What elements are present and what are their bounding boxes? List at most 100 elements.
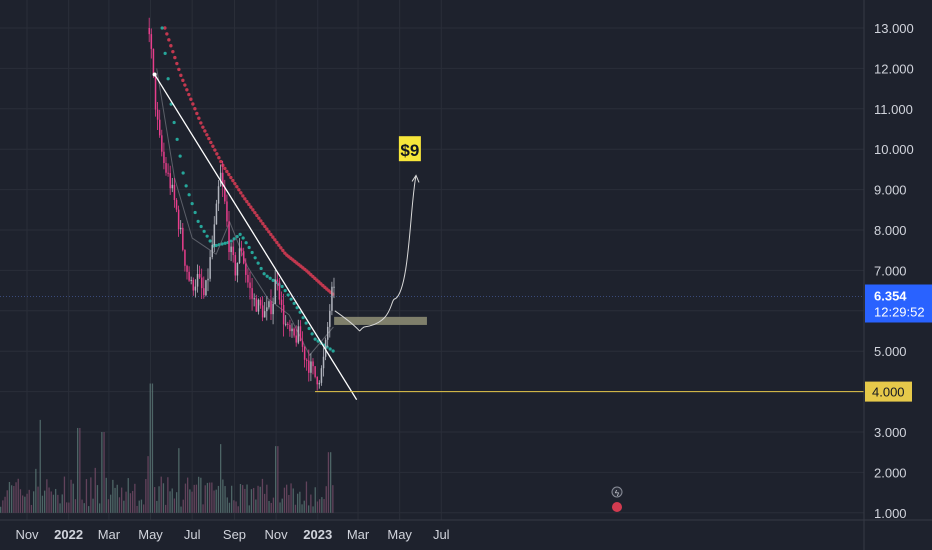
volume-bar xyxy=(140,499,143,513)
moving-average-red xyxy=(235,185,239,189)
volume-bar xyxy=(198,476,200,513)
moving-average-red xyxy=(173,55,177,60)
candle xyxy=(175,200,178,210)
moving-average-red xyxy=(197,116,201,120)
candle xyxy=(316,376,318,385)
volume-bar xyxy=(96,485,99,513)
candle xyxy=(301,341,304,347)
candle xyxy=(276,279,279,282)
moving-average-red xyxy=(193,107,197,111)
candle xyxy=(232,246,234,256)
volume-bar xyxy=(127,478,129,513)
volume-bar xyxy=(275,446,277,513)
candle xyxy=(314,366,316,377)
volume-bar xyxy=(319,499,321,513)
moving-average-teal xyxy=(331,349,335,353)
volume-bar xyxy=(125,491,127,513)
moving-average-teal xyxy=(316,339,320,343)
candle xyxy=(251,288,253,299)
moving-average-teal xyxy=(253,256,257,260)
candle xyxy=(293,328,295,336)
volume-bar xyxy=(191,491,193,513)
candle xyxy=(240,248,243,252)
candle xyxy=(287,323,289,325)
volume-bar xyxy=(149,383,151,513)
candle xyxy=(297,326,300,343)
moving-average-red xyxy=(217,155,221,160)
volume-bar xyxy=(176,492,178,513)
y-tick-label: 12.000 xyxy=(874,61,914,76)
volume-bar xyxy=(46,479,48,513)
volume-bar xyxy=(77,427,79,513)
candle xyxy=(299,326,302,342)
moving-average-teal xyxy=(196,219,200,224)
volume-bar xyxy=(299,491,301,513)
x-tick-label: 2022 xyxy=(54,527,83,542)
candle xyxy=(303,346,306,360)
volume-bar xyxy=(228,502,231,513)
candle xyxy=(280,299,283,306)
volume-bar xyxy=(66,502,68,513)
volume-bar xyxy=(233,500,235,513)
candle xyxy=(236,262,239,276)
trendline xyxy=(154,74,358,401)
volume-bar xyxy=(138,500,140,513)
moving-average-red xyxy=(223,166,227,171)
volume-bar xyxy=(103,432,105,513)
candle xyxy=(226,201,228,222)
volume-bar xyxy=(61,494,63,513)
volume-bar xyxy=(90,477,92,513)
candle xyxy=(266,307,268,312)
price-axis[interactable]: 13.000 12.000 11.000 10.000 9.000 8.000 7.000 6… xyxy=(863,0,914,550)
volume-bar xyxy=(310,494,312,513)
lightning-icon-glyph: ϟ xyxy=(615,489,620,498)
volume-bar xyxy=(288,494,290,513)
time-axis[interactable]: Nov 2022 Mar May Jul Sep Nov 2023 Mar May Jul xyxy=(0,519,932,542)
candle xyxy=(230,246,232,253)
moving-average-teal xyxy=(247,245,251,250)
candle xyxy=(186,265,188,272)
moving-average-red xyxy=(249,205,253,209)
volume-bar xyxy=(8,481,11,513)
moving-average-teal xyxy=(301,316,305,320)
countdown-timer: 12:29:52 xyxy=(874,304,925,319)
volume-bar xyxy=(4,496,6,513)
volume-bar xyxy=(169,491,171,513)
candle xyxy=(261,305,264,318)
moving-average-red xyxy=(227,172,231,177)
moving-average-teal xyxy=(214,243,218,248)
moving-average-teal xyxy=(304,321,308,325)
candle xyxy=(148,28,150,35)
moving-average-red xyxy=(167,38,171,42)
moving-average-red xyxy=(191,102,195,106)
volume-bar xyxy=(165,504,167,513)
moving-average-red xyxy=(181,78,185,83)
moving-average-red xyxy=(209,140,213,145)
volume-bar xyxy=(209,482,211,513)
moving-average-teal xyxy=(283,289,287,293)
volume-bar xyxy=(292,488,294,513)
moving-average-red xyxy=(279,246,283,250)
volume-bar xyxy=(237,506,239,513)
candle xyxy=(211,244,213,258)
moving-average-teal xyxy=(181,171,185,175)
candle xyxy=(312,361,314,367)
target-label: $9 xyxy=(400,141,419,160)
moving-average-red xyxy=(261,221,265,226)
candle xyxy=(268,301,270,308)
candle xyxy=(322,356,325,369)
volume-bar xyxy=(39,419,41,513)
volume-bar xyxy=(222,479,224,513)
moving-average-red xyxy=(247,202,251,207)
volume-bar xyxy=(272,497,275,513)
volume-bar xyxy=(250,489,253,513)
volume-bar xyxy=(79,427,81,513)
moving-average-red xyxy=(183,83,187,87)
volume-bar xyxy=(202,504,204,513)
moving-average-red xyxy=(245,199,249,204)
volume-bar xyxy=(277,446,279,513)
moving-average-teal xyxy=(289,297,293,301)
volume-bar xyxy=(261,478,264,513)
moving-average-teal xyxy=(262,272,266,276)
